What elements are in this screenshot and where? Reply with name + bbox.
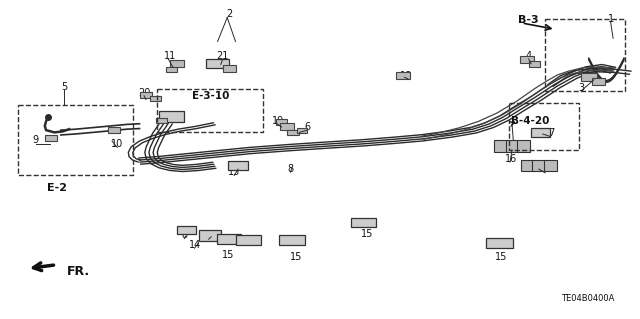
- Bar: [177, 226, 196, 234]
- Bar: [581, 73, 597, 80]
- Text: TE04B0400A: TE04B0400A: [561, 294, 614, 303]
- Bar: [351, 218, 376, 227]
- Bar: [545, 19, 625, 91]
- Bar: [517, 140, 530, 152]
- Bar: [18, 105, 133, 175]
- Text: 20: 20: [138, 87, 150, 98]
- Bar: [521, 160, 534, 171]
- Bar: [228, 161, 248, 170]
- Bar: [150, 96, 161, 101]
- Bar: [532, 160, 545, 171]
- Bar: [198, 230, 221, 241]
- Text: 16: 16: [504, 154, 517, 164]
- Bar: [592, 78, 605, 85]
- Text: 10: 10: [111, 139, 124, 149]
- Bar: [236, 235, 261, 245]
- Text: E-2: E-2: [47, 182, 67, 193]
- Bar: [206, 59, 229, 68]
- Bar: [494, 140, 507, 152]
- Text: 8: 8: [287, 164, 294, 174]
- Text: 1: 1: [607, 13, 614, 24]
- Text: 8: 8: [181, 230, 188, 241]
- Bar: [506, 140, 518, 152]
- Bar: [159, 111, 184, 122]
- Text: 19: 19: [272, 115, 285, 126]
- Text: 18: 18: [400, 71, 413, 81]
- Text: 9: 9: [33, 135, 39, 145]
- Text: B-3: B-3: [518, 15, 539, 25]
- Bar: [531, 128, 550, 137]
- Text: FR.: FR.: [67, 265, 90, 278]
- Bar: [544, 160, 557, 171]
- Text: E-3-10: E-3-10: [192, 91, 229, 101]
- Bar: [280, 123, 294, 130]
- Bar: [45, 135, 57, 141]
- Bar: [156, 118, 167, 123]
- Bar: [297, 128, 307, 133]
- Bar: [276, 119, 287, 125]
- Text: 2: 2: [226, 9, 232, 19]
- Text: 15: 15: [495, 252, 508, 262]
- Text: 3: 3: [579, 83, 585, 93]
- Bar: [157, 89, 263, 132]
- Bar: [170, 60, 184, 67]
- Text: 15: 15: [289, 252, 302, 262]
- Text: B-4-20: B-4-20: [511, 115, 549, 126]
- Text: 11: 11: [164, 51, 177, 61]
- Bar: [166, 67, 177, 72]
- Bar: [217, 234, 241, 244]
- Text: 15: 15: [360, 229, 373, 240]
- Bar: [520, 56, 534, 63]
- Bar: [509, 103, 579, 150]
- Text: 21: 21: [216, 51, 229, 61]
- Bar: [140, 92, 152, 98]
- Bar: [396, 72, 410, 79]
- Text: 4: 4: [525, 51, 532, 61]
- Text: 15: 15: [221, 250, 234, 260]
- Bar: [287, 130, 299, 135]
- Bar: [279, 235, 305, 245]
- Text: 6: 6: [304, 122, 310, 132]
- Bar: [223, 65, 236, 72]
- Bar: [529, 61, 540, 67]
- Text: 12: 12: [540, 164, 552, 174]
- Text: 5: 5: [61, 82, 67, 92]
- Text: 7: 7: [206, 231, 212, 241]
- Bar: [486, 238, 513, 248]
- Text: 14: 14: [189, 240, 202, 250]
- Bar: [108, 127, 120, 133]
- Text: 17: 17: [544, 128, 557, 138]
- Text: 13: 13: [228, 167, 241, 177]
